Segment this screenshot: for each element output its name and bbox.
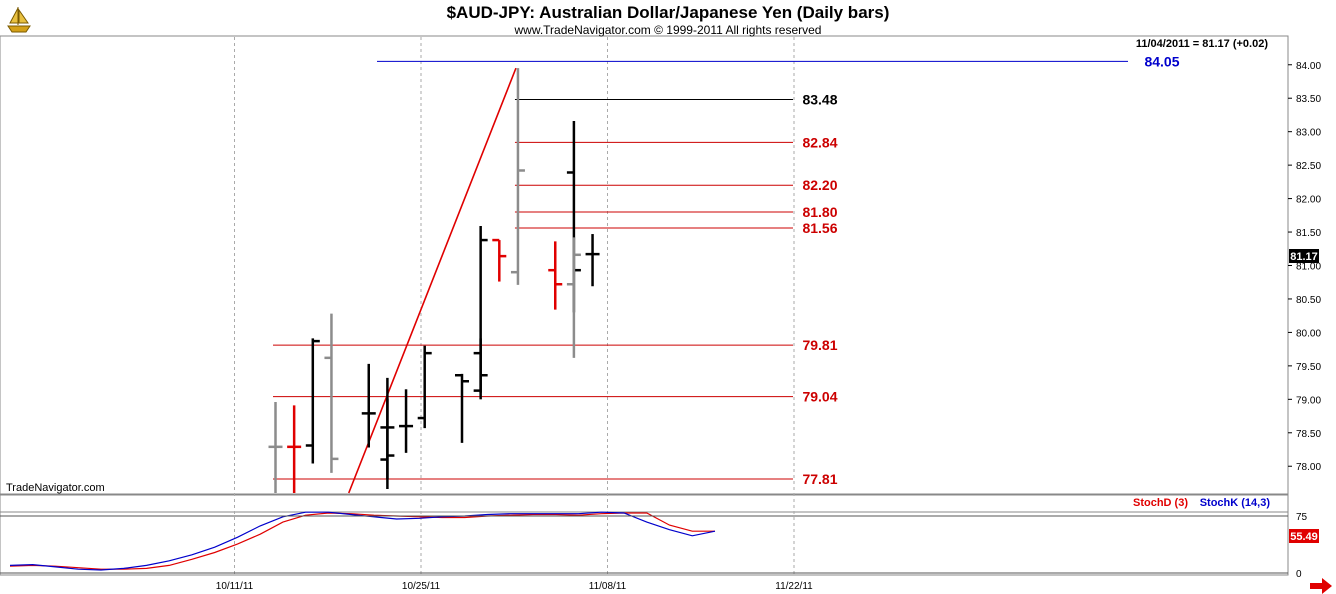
ohlc-bars [268,68,600,493]
ohlc-bar [380,398,395,479]
level-label: 79.04 [802,389,837,405]
stoch-line [9,512,715,570]
price-tick-label: 82.00 [1296,195,1321,206]
price-tick-label: 83.50 [1296,94,1321,105]
date-axis-ticks: 10/11/11 10/25/11 11/08/11 11/22/11 [216,581,813,592]
price-tick-label: 82.50 [1296,161,1321,172]
ohlc-bar [287,405,302,493]
ohlc-bar [361,363,376,448]
price-tick-label: 84.00 [1296,61,1321,72]
stoch-value: 55.49 [1290,531,1318,543]
price-tick-label: 78.00 [1296,462,1321,473]
level-label: 81.56 [802,220,837,236]
level-label: 77.81 [802,471,837,487]
ohlc-bar [417,345,432,429]
date-tick-label: 10/25/11 [402,581,441,592]
ohlc-bar [305,338,320,464]
ohlc-bar [585,234,600,287]
ohlc-bar [399,389,414,453]
stoch-tick-label: 0 [1296,569,1302,580]
last-price-value: 81.17 [1290,251,1318,263]
price-tick-label: 80.50 [1296,295,1321,306]
scroll-right-arrow-icon[interactable] [1310,578,1332,594]
price-tick-label: 81.00 [1296,262,1321,273]
last-quote-label: 11/04/2011 = 81.17 (+0.02) [1136,38,1268,50]
date-tick-label: 11/08/11 [589,581,627,592]
level-label: 82.84 [802,134,837,150]
ohlc-bar [324,313,339,473]
level-label: 82.20 [802,177,837,193]
ohlc-bar [510,68,525,285]
level-label: 81.80 [802,204,837,220]
price-panel-frame [0,35,1289,495]
stoch-panel-frame [0,494,1289,576]
stoch-tick-label: 75 [1296,512,1308,523]
ohlc-bar [473,226,488,393]
stochastic-axis-ticks: 0 75 [0,512,1308,580]
ohlc-bar [268,402,283,493]
price-axis-ticks: 78.00 78.50 79.00 79.50 80.00 80.50 81.00 81.50… [1288,61,1321,473]
ohlc-bar [455,373,469,443]
level-label: 83.48 [802,92,837,108]
ohlc-bar [548,241,563,310]
chart-title: $AUD-JPY: Australian Dollar/Japanese Yen… [447,3,890,22]
price-tick-label: 78.50 [1296,429,1321,440]
stoch-value-tag [1289,529,1319,543]
trendline [348,67,517,494]
stochd-legend: StochD (3) [1133,497,1188,509]
price-tick-label: 81.50 [1296,228,1321,239]
stochk-legend: StochK (14,3) [1200,497,1271,509]
price-tick-label: 79.00 [1296,395,1321,406]
level-label: 84.05 [1144,53,1179,69]
last-price-tag [1289,249,1319,263]
price-tick-label: 83.00 [1296,128,1321,139]
price-tick-label: 80.00 [1296,328,1321,339]
date-tick-label: 10/11/11 [216,581,254,592]
copyright-subtitle: www.TradeNavigator.com © 1999-2011 All r… [514,23,822,37]
date-tick-label: 11/22/11 [775,581,813,592]
ohlc-bar [566,237,581,358]
watermark-text: TradeNavigator.com [6,482,105,494]
level-label: 79.81 [802,337,837,353]
sailing-ship-icon[interactable] [7,7,31,33]
ohlc-bar [492,238,507,282]
price-tick-label: 79.50 [1296,362,1321,373]
